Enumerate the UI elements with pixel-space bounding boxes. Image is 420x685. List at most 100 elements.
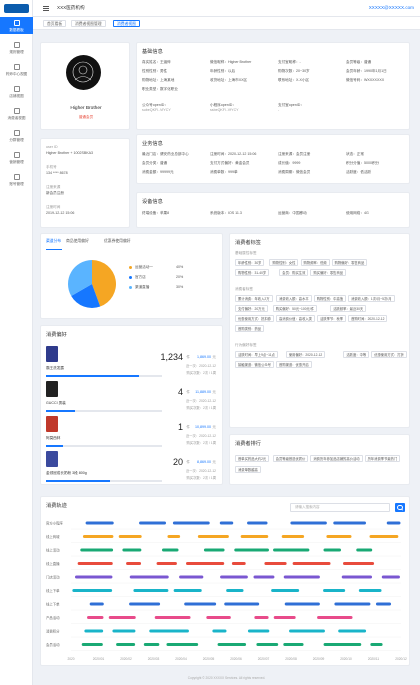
avatar: [66, 55, 101, 90]
trajectory-segment: [224, 602, 260, 606]
trajectory-segment: [156, 562, 177, 565]
trajectory-segment: [356, 548, 373, 552]
trajectory-segment: [273, 548, 310, 552]
info-field: 真实姓名：王涵烨: [142, 60, 171, 64]
tab-coupon[interactable]: 优惠券使用偏好: [104, 239, 131, 243]
product-date: 近一次：2020-12-12: [185, 364, 216, 368]
store-icon: [13, 86, 20, 92]
org-select[interactable]: XXX医药机构: [57, 5, 85, 10]
sidebar-item-label: 药师中心视图: [5, 72, 28, 76]
crumb-home[interactable]: 首页看板: [43, 20, 67, 27]
trajectory-segment: [186, 562, 225, 565]
x-tick-label: 2020/05: [203, 657, 215, 661]
info-field: 会员年龄：1990年1月1日: [346, 69, 387, 73]
trajectory-segment: [122, 548, 142, 552]
trajectory-segment: [254, 616, 269, 619]
sidebar-item-5[interactable]: 分群管理: [0, 127, 33, 144]
trajectory-segment: [108, 616, 136, 619]
trajectory-segment: [341, 575, 373, 579]
trajectory-segment: [343, 562, 375, 565]
sidebar-item-0[interactable]: 数据看板: [0, 17, 33, 34]
info-field: 最近门店：健安药业总部中心: [142, 152, 189, 156]
sidebar-item-7[interactable]: 账号管理: [0, 171, 33, 188]
tab-product[interactable]: 商品使用偏好: [66, 239, 89, 243]
trajectory-segment: [133, 589, 169, 592]
trajectory-row-label: 线上商城: [46, 534, 60, 539]
product-amount-unit: 元: [212, 390, 216, 394]
info-field: 消费周期：微信会员: [278, 170, 311, 174]
trajectory-segment: [220, 575, 248, 579]
trajectory-segment: [166, 643, 199, 646]
product-unit: 件: [186, 355, 190, 359]
product-image: [46, 381, 58, 397]
crumb-current[interactable]: 消费者视图: [113, 20, 140, 27]
trajectory-segment: [77, 562, 113, 565]
product-stat: 购买次数：2次 / 1周: [186, 441, 217, 445]
crumb-manage[interactable]: 消费者视图管理: [71, 20, 106, 27]
sidebar-item-1[interactable]: 规则管理: [0, 39, 33, 56]
x-tick-label: 2020/07: [258, 657, 270, 661]
menu-icon[interactable]: [43, 6, 49, 11]
trajectory-segment: [317, 616, 353, 619]
trajectory-segment: [386, 521, 401, 525]
x-tick-label: 2020/02: [120, 657, 132, 661]
sidebar-item-6[interactable]: 营销管理: [0, 149, 33, 166]
x-tick-label: 2020/04: [175, 657, 187, 661]
trajectory-segment: [292, 562, 331, 565]
legend-pct: 20%: [176, 275, 184, 279]
time-label: 注册时间: [46, 205, 61, 209]
product-count: 20: [172, 457, 183, 467]
user-email[interactable]: XXXXX@XXXXX.com: [368, 5, 414, 10]
tag-item: 购买偏好：零售商品: [310, 269, 347, 276]
tag-item: 活跃频率：最近30天: [330, 305, 367, 312]
tag-item: 首购时间：2020-12-12: [348, 315, 388, 322]
list-item: 阿莫西林 1 件 10,899.00 元近一次：2020-12-12 购买次数：2次 / …: [41, 414, 221, 452]
info-field: 性别性别：男性: [142, 69, 168, 73]
search-icon[interactable]: [395, 503, 405, 512]
x-tick-label: 2020/10: [340, 657, 352, 661]
trajectory-segment: [172, 521, 210, 525]
trajectory-segment: [281, 535, 305, 538]
sidebar-item-2[interactable]: 药师中心视图: [0, 61, 33, 78]
sidebar-item-4[interactable]: 消费者视图: [0, 105, 33, 122]
tag-item: 购物性别：中高值: [313, 295, 347, 302]
tag-item: 活跃时间：早上9点~11点: [235, 351, 278, 358]
basic-info-card: 基础信息 真实姓名：王涵烨 微信昵称：Higher Brother 支付宝昵称：- 会…: [136, 42, 410, 130]
topbar: XXX医药机构 XXXXX@XXXXX.com: [33, 0, 420, 17]
sidebar-item-label: 规则管理: [9, 50, 24, 54]
product-progress-fill: [46, 445, 64, 447]
sidebar-item-label: 店铺视图: [9, 94, 24, 98]
device-info-card: 设备信息 终端设备：苹果8 系统版本：IOS 11.3 运营商：中国移动 使用网络：4…: [136, 192, 410, 228]
phone-label: 手机号: [46, 165, 57, 169]
rank-tag: 消费单数越高: [235, 466, 261, 473]
openid-value: subeQKFl..VfYCY: [142, 108, 171, 112]
trajectory-segment: [323, 643, 362, 646]
tag-item: 消费收入额：高水平: [276, 295, 312, 302]
sidebar-item-3[interactable]: 店铺视图: [0, 83, 33, 100]
account-icon: [13, 174, 20, 180]
business-info-card: 业务信息 最近门店：健安药业总部中心 注册时间：2020-12-12 15:06 注…: [136, 134, 410, 184]
legend-pct: 40%: [176, 265, 184, 269]
product-progress: [46, 410, 162, 412]
trajectory-segment: [129, 575, 169, 579]
channel-pie: [68, 260, 116, 308]
logo: [4, 4, 29, 13]
search-input[interactable]: 请输入搜索内容: [290, 503, 390, 512]
legend-label: 运营活动一: [135, 265, 153, 269]
tag-item: 消费收入额：1次/月~5次/月: [348, 295, 395, 302]
product-image: [46, 416, 58, 432]
trajectory-segment: [226, 589, 244, 592]
trajectory-segment: [81, 643, 103, 646]
tag-item: 使用偏好：2020-12-12: [285, 351, 326, 358]
product-progress-fill: [46, 410, 75, 412]
trajectory-segment: [358, 589, 382, 592]
product-amount-unit: 元: [212, 425, 216, 429]
product-unit: 件: [186, 425, 190, 429]
preference-card: 消费偏好 霸王洗发露 1,234 件 1,869.00 元近一次：2020-12-12 购…: [40, 325, 223, 485]
product-progress: [46, 480, 162, 482]
tag-item: 购物偏好：零售商品: [331, 259, 368, 266]
tab-channel[interactable]: 渠道分布: [46, 239, 62, 243]
trajectory-segment: [283, 575, 320, 579]
info-field: 支付宝昵称：-: [278, 60, 301, 64]
id-label: user ID: [46, 145, 58, 149]
